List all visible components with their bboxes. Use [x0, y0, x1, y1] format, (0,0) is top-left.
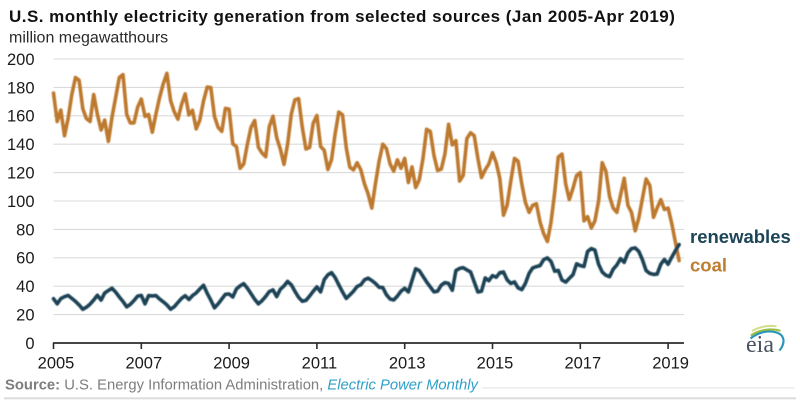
svg-text:80: 80 [16, 221, 34, 239]
svg-text:100: 100 [7, 193, 35, 211]
svg-text:2019: 2019 [652, 355, 689, 373]
svg-text:U.S. monthly electricity gener: U.S. monthly electricity generation from… [9, 7, 675, 26]
svg-text:20: 20 [16, 307, 34, 325]
svg-text:140: 140 [7, 136, 35, 154]
svg-text:2015: 2015 [477, 355, 514, 373]
svg-text:coal: coal [690, 255, 727, 276]
svg-text:2005: 2005 [38, 355, 75, 373]
svg-text:120: 120 [7, 165, 35, 183]
svg-text:renewables: renewables [690, 226, 791, 247]
svg-text:2009: 2009 [213, 355, 250, 373]
svg-text:2007: 2007 [125, 355, 162, 373]
svg-text:200: 200 [7, 51, 35, 69]
svg-text:2011: 2011 [302, 355, 337, 373]
svg-text:million megawatthours: million megawatthours [9, 30, 168, 47]
svg-text:60: 60 [16, 250, 34, 268]
svg-text:eia: eia [746, 332, 774, 358]
svg-text:2017: 2017 [564, 355, 601, 373]
svg-text:0: 0 [25, 335, 34, 353]
svg-text:180: 180 [7, 79, 35, 97]
svg-text:160: 160 [7, 108, 35, 126]
svg-text:2013: 2013 [389, 355, 426, 373]
svg-text:40: 40 [16, 278, 34, 296]
svg-text:Source: U.S. Energy Informatio: Source: U.S. Energy Information Administ… [5, 378, 479, 394]
